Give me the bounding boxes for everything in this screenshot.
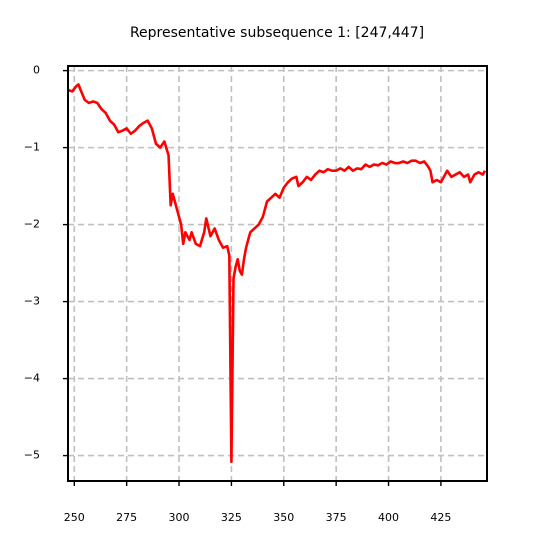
x-tick-label: 350 [273, 511, 294, 524]
x-tick-label: 400 [378, 511, 399, 524]
y-tick-label: −1 [24, 141, 40, 154]
y-tick-label: −2 [24, 218, 40, 231]
x-tick-label: 425 [430, 511, 451, 524]
plot-frame [67, 65, 488, 482]
x-tick-label: 250 [64, 511, 85, 524]
y-tick-label: −4 [24, 372, 40, 385]
x-tick-label: 275 [116, 511, 137, 524]
x-tick-label: 375 [326, 511, 347, 524]
y-tick-label: 0 [33, 64, 40, 77]
x-tick-label: 300 [169, 511, 190, 524]
y-tick-label: −3 [24, 295, 40, 308]
x-tick-label: 325 [221, 511, 242, 524]
y-tick-label: −5 [24, 449, 40, 462]
chart-title: Representative subsequence 1: [247,447] [130, 25, 424, 41]
line [67, 83, 487, 464]
